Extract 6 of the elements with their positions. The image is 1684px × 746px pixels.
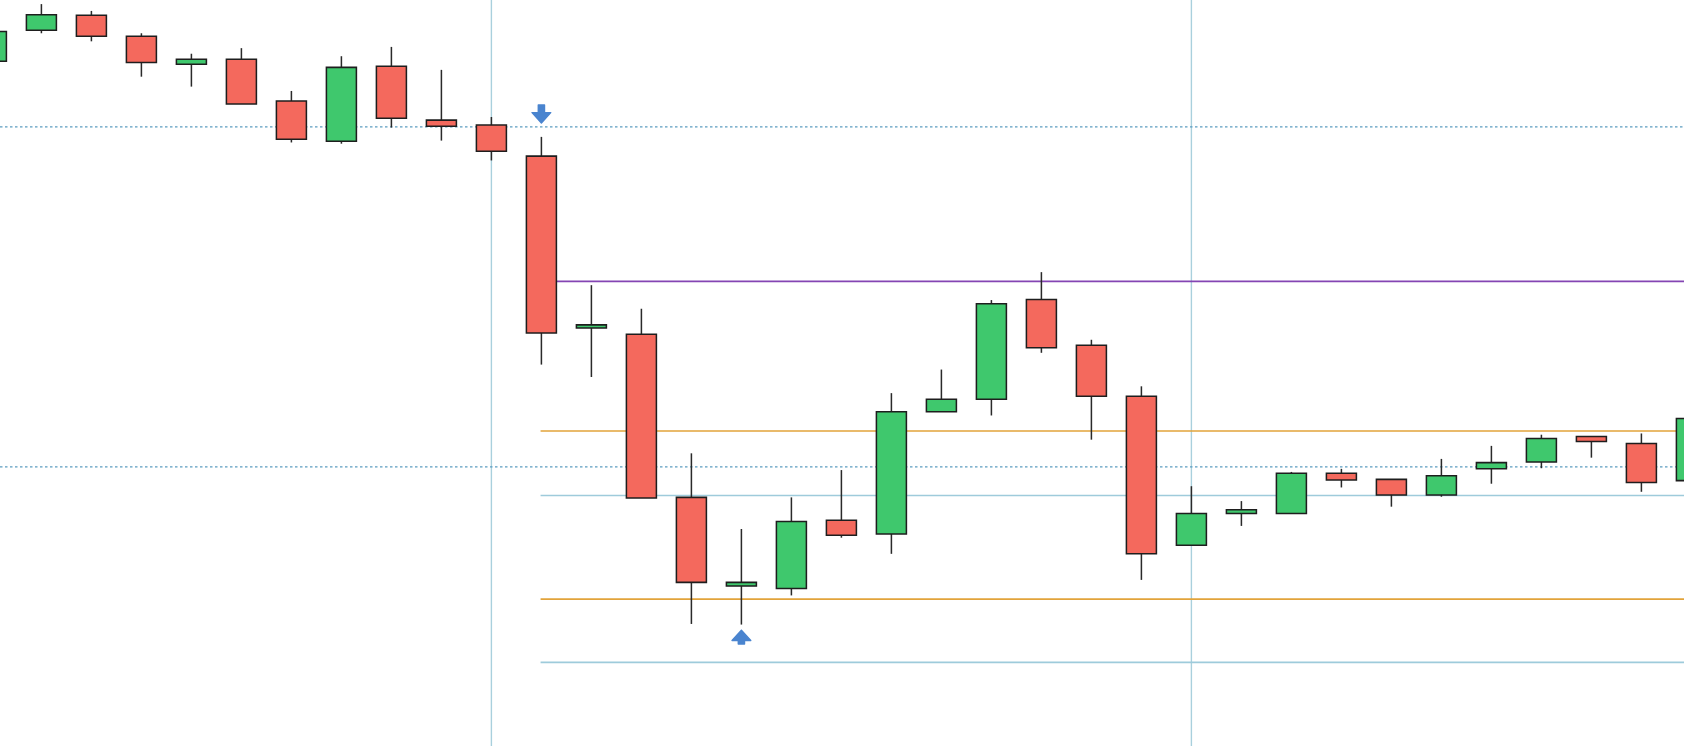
candlestick <box>175 52 208 88</box>
candlestick <box>425 69 458 142</box>
candlestick <box>1225 500 1258 527</box>
candlestick <box>575 284 608 378</box>
candlestick <box>1475 445 1508 485</box>
candlestick <box>725 528 758 626</box>
